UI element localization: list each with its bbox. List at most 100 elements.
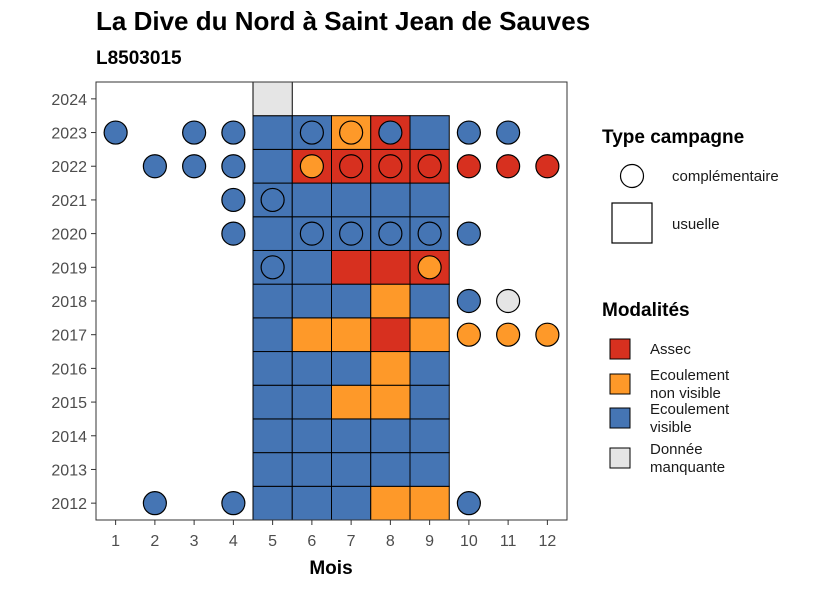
complementaire-points xyxy=(103,120,560,516)
chart-title: La Dive du Nord à Saint Jean de Sauves xyxy=(96,6,590,36)
tile-2012-5 xyxy=(252,485,293,521)
point-2023-4 xyxy=(221,120,246,145)
point-2023-3 xyxy=(182,120,207,145)
y-tick-label: 2023 xyxy=(51,126,87,143)
tile-2015-7 xyxy=(331,384,372,420)
point-2023-10 xyxy=(456,120,481,145)
y-axis: 2012 2013 2014 2015 2016 2017 2018 2019 2020 2021… xyxy=(51,92,96,513)
tile-2021-8 xyxy=(370,182,411,218)
tile-2013-6 xyxy=(291,452,332,487)
x-tick-label: 11 xyxy=(500,533,517,550)
tile-2014-5 xyxy=(252,418,293,454)
tile-2017-8 xyxy=(370,317,411,353)
point-2017-12 xyxy=(535,322,560,347)
x-tick-label: 4 xyxy=(229,533,238,550)
point-2018-10 xyxy=(456,288,481,314)
x-tick-label: 12 xyxy=(538,533,556,550)
tile-2013-9 xyxy=(409,452,450,487)
y-tick-label: 2017 xyxy=(51,328,87,345)
tile-2019-8 xyxy=(370,249,411,285)
x-tick-label: 1 xyxy=(111,533,120,550)
tile-2018-8 xyxy=(370,283,411,319)
usuelle-tiles xyxy=(252,81,450,521)
y-tick-label: 2015 xyxy=(51,395,87,412)
tile-2016-6 xyxy=(291,351,332,386)
tile-2021-6 xyxy=(291,182,332,218)
tile-2016-5 xyxy=(252,351,293,386)
x-tick-label: 7 xyxy=(347,533,356,550)
x-tick-label: 10 xyxy=(460,533,478,550)
chart-subtitle: L8503015 xyxy=(96,48,182,69)
tile-2020-5 xyxy=(252,216,293,251)
tile-2013-8 xyxy=(370,452,411,487)
tile-2022-5 xyxy=(252,148,293,184)
point-2020-7 xyxy=(339,221,364,246)
x-tick-label: 6 xyxy=(307,533,316,550)
point-2022-12 xyxy=(535,154,560,179)
tile-2012-8 xyxy=(370,485,411,521)
tile-2018-5 xyxy=(252,283,293,319)
y-tick-label: 2022 xyxy=(51,159,87,176)
x-tick-label: 8 xyxy=(386,533,395,550)
point-2019-5 xyxy=(260,255,285,280)
tile-2014-9 xyxy=(409,418,450,454)
legend-key-donnée-manquante xyxy=(609,447,631,469)
point-2021-5 xyxy=(260,187,285,213)
legend-label: Assec xyxy=(650,341,691,358)
y-tick-label: 2019 xyxy=(51,260,87,277)
legend-label-complementaire: complémentaire xyxy=(672,168,779,185)
tile-2016-8 xyxy=(370,351,411,386)
point-2020-6 xyxy=(299,221,324,246)
tile-2015-8 xyxy=(370,384,411,420)
point-2012-4 xyxy=(221,491,246,516)
point-2023-1 xyxy=(103,120,128,145)
tile-2019-7 xyxy=(331,249,372,285)
legend-label: non visible xyxy=(650,385,721,402)
point-2020-10 xyxy=(456,221,481,246)
tile-2014-8 xyxy=(370,418,411,454)
tile-2012-6 xyxy=(291,485,332,521)
legend-key-assec xyxy=(609,338,631,360)
tile-2017-6 xyxy=(291,317,332,353)
x-axis-title: Mois xyxy=(309,558,352,579)
legend-label: Ecoulement xyxy=(650,367,730,384)
point-2020-8 xyxy=(378,221,403,246)
tile-2018-9 xyxy=(409,283,450,319)
tile-2017-7 xyxy=(331,317,372,353)
point-2021-4 xyxy=(221,187,246,213)
legend-label: Donnée xyxy=(650,441,703,458)
point-2022-6 xyxy=(299,154,324,179)
legend-title-modalites: Modalités xyxy=(602,300,690,321)
y-tick-label: 2024 xyxy=(51,92,87,109)
tile-2012-7 xyxy=(331,485,372,521)
tile-2015-9 xyxy=(409,384,450,420)
tile-2017-5 xyxy=(252,317,293,353)
tile-2015-5 xyxy=(252,384,293,420)
point-2022-4 xyxy=(221,154,246,179)
tile-2018-7 xyxy=(331,283,372,319)
point-2022-2 xyxy=(142,154,167,179)
point-2019-9 xyxy=(417,255,442,280)
tile-2015-6 xyxy=(291,384,332,420)
legend-key-ecoulement-visible xyxy=(609,407,631,429)
y-tick-label: 2021 xyxy=(51,193,87,210)
tile-2016-9 xyxy=(409,351,450,386)
legend-title-type-campagne: Type campagne xyxy=(602,127,744,148)
legend-label: manquante xyxy=(650,459,725,476)
tile-2017-9 xyxy=(409,317,450,353)
tile-2024-5 xyxy=(252,81,293,117)
tile-2016-7 xyxy=(331,351,372,386)
tile-2013-7 xyxy=(331,452,372,487)
point-2023-6 xyxy=(299,120,324,145)
y-tick-label: 2018 xyxy=(51,294,87,311)
legend-key-usuelle xyxy=(611,202,653,244)
x-tick-label: 2 xyxy=(150,533,159,550)
point-2017-10 xyxy=(456,322,481,347)
point-2020-9 xyxy=(417,221,442,246)
point-2022-7 xyxy=(339,154,364,179)
point-2022-9 xyxy=(417,154,442,179)
tile-2023-9 xyxy=(409,115,450,150)
tile-2013-5 xyxy=(252,452,293,487)
point-2023-7 xyxy=(339,120,364,145)
legend: Type campagne complémentaire usuelle Modali… xyxy=(602,127,779,476)
